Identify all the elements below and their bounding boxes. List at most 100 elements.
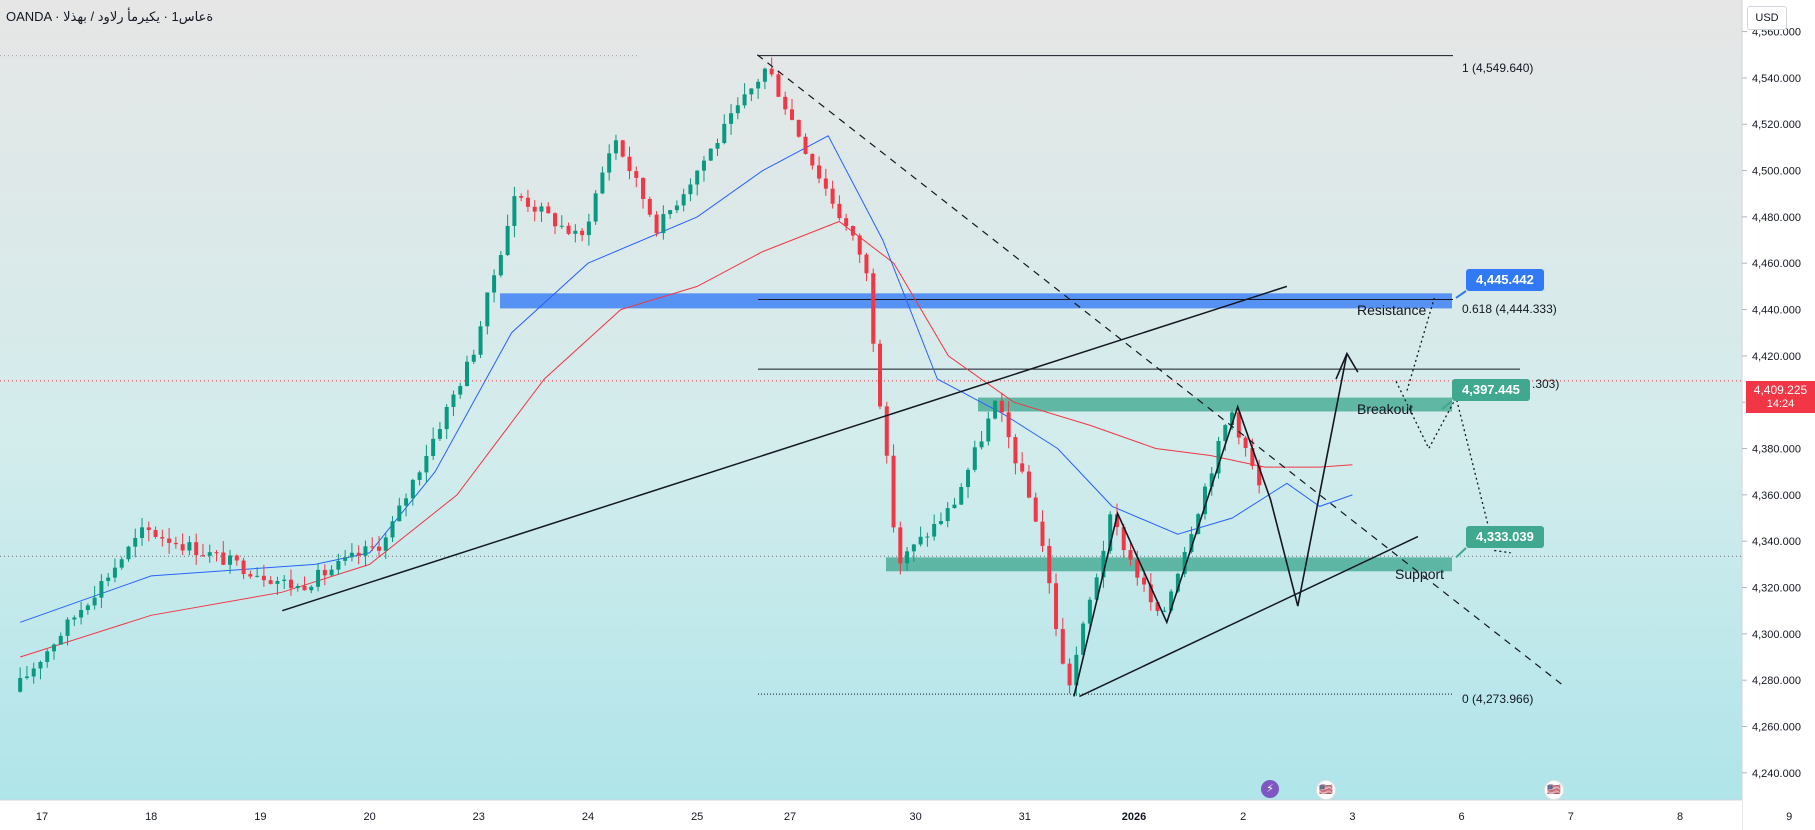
candle-body xyxy=(938,521,943,524)
candle-body xyxy=(634,171,639,178)
candle-body xyxy=(749,88,754,95)
candle-body xyxy=(363,546,368,556)
candle-body xyxy=(1033,497,1038,522)
candle-body xyxy=(932,523,937,537)
candle-body xyxy=(390,521,395,538)
date-tick-label: 23 xyxy=(473,811,485,823)
candle-body xyxy=(573,230,578,234)
bar-countdown: 14:24 xyxy=(1766,398,1795,410)
candle-body xyxy=(1067,663,1072,686)
candle-body xyxy=(1169,591,1174,611)
price-tick-label: 4,340.000 xyxy=(1752,536,1801,548)
candle-body xyxy=(200,555,205,557)
candle-body xyxy=(471,354,476,362)
candle-body xyxy=(153,530,158,537)
candle-body xyxy=(1013,437,1018,464)
candle-body xyxy=(126,546,131,560)
candle-body xyxy=(1094,577,1099,600)
candle-body xyxy=(1047,545,1052,584)
fib-level-0618-label: 0.618 (4,444.333) xyxy=(1462,302,1557,316)
candle-body xyxy=(79,610,84,618)
us-flag-icon[interactable]: 🇺🇸 xyxy=(1544,780,1564,800)
candle-body xyxy=(810,153,815,166)
candle-body xyxy=(221,552,226,565)
candle-body xyxy=(458,386,463,395)
candle-body xyxy=(248,574,253,577)
candle-body xyxy=(559,225,564,227)
candle-body xyxy=(52,644,57,652)
symbol-title[interactable]: OANDA · ةعاس1 · يكيرمأ رلاود / بهذلا xyxy=(6,9,214,24)
candle-body xyxy=(593,193,598,222)
trendline xyxy=(282,285,1288,612)
zone-resistance xyxy=(500,293,1452,309)
zones xyxy=(500,293,1452,572)
candle-body xyxy=(613,140,618,154)
candle-body xyxy=(641,177,646,199)
candle-body xyxy=(674,205,679,211)
candle-body xyxy=(316,569,321,587)
candle-body xyxy=(1236,412,1241,438)
time-axis-panel xyxy=(0,800,1742,830)
candle-body xyxy=(789,109,794,120)
candle-body xyxy=(546,206,551,214)
date-tick-label: 6 xyxy=(1459,811,1465,823)
candle-body xyxy=(1216,440,1221,474)
candle-body xyxy=(695,170,700,185)
date-tick-label: 24 xyxy=(582,811,594,823)
date-tick-label: 2026 xyxy=(1122,811,1146,823)
candle-body xyxy=(1209,473,1214,487)
resistance-callout[interactable]: 4,445.442 xyxy=(1466,269,1544,291)
last-price-tag: 4,409.225 14:24 xyxy=(1746,381,1815,413)
candle-body xyxy=(187,542,192,551)
candle-body xyxy=(1074,654,1079,686)
candle-body xyxy=(586,221,591,236)
us-flag-icon[interactable]: 🇺🇸 xyxy=(1316,780,1336,800)
zone-breakout xyxy=(978,397,1452,412)
candle-body xyxy=(1250,448,1255,466)
candle-body xyxy=(1135,559,1140,578)
candle-body xyxy=(1121,527,1126,551)
candle-body xyxy=(620,140,625,157)
candle-body xyxy=(492,275,497,293)
candle-body xyxy=(444,406,449,430)
candle-body xyxy=(417,472,422,480)
candle-body xyxy=(647,198,652,215)
candle-body xyxy=(979,441,984,448)
candle-body xyxy=(823,178,828,189)
breakout-label: Breakout xyxy=(1357,401,1414,417)
candle-body xyxy=(119,559,124,568)
currency-selector[interactable]: USD xyxy=(1747,6,1787,30)
candle-body xyxy=(38,661,43,669)
candle-body xyxy=(857,235,862,255)
candle-body xyxy=(993,400,998,419)
pattern-lines xyxy=(1073,290,1511,697)
candle-body xyxy=(905,551,910,564)
candle-body xyxy=(532,206,537,212)
lightning-icon[interactable]: ⚡ xyxy=(1261,780,1279,798)
candle-body xyxy=(1040,521,1045,546)
support-callout[interactable]: 4,333.039 xyxy=(1466,526,1544,548)
support-label: Support xyxy=(1395,566,1445,582)
candle-body xyxy=(701,160,706,171)
candle-body xyxy=(959,487,964,505)
fib-partial-label: .303) xyxy=(1532,377,1560,391)
date-tick-label: 31 xyxy=(1019,811,1031,823)
candle-body xyxy=(167,538,172,543)
candle-body xyxy=(1081,623,1086,655)
candle-body xyxy=(1087,599,1092,624)
candle-body xyxy=(891,455,896,528)
candle-body xyxy=(268,580,273,584)
candle-body xyxy=(485,292,490,327)
projection-down xyxy=(1395,381,1511,554)
candle-body xyxy=(796,119,801,137)
date-tick-label: 27 xyxy=(784,811,796,823)
candle-body xyxy=(65,619,70,636)
fib-level-1-label: 1 (4,549.640) xyxy=(1462,61,1534,75)
candle-body xyxy=(525,197,530,207)
candle-body xyxy=(1162,610,1167,612)
breakout-callout[interactable]: 4,397.445 xyxy=(1452,379,1530,401)
fib-lines xyxy=(758,55,1520,695)
candle-body xyxy=(410,479,415,499)
